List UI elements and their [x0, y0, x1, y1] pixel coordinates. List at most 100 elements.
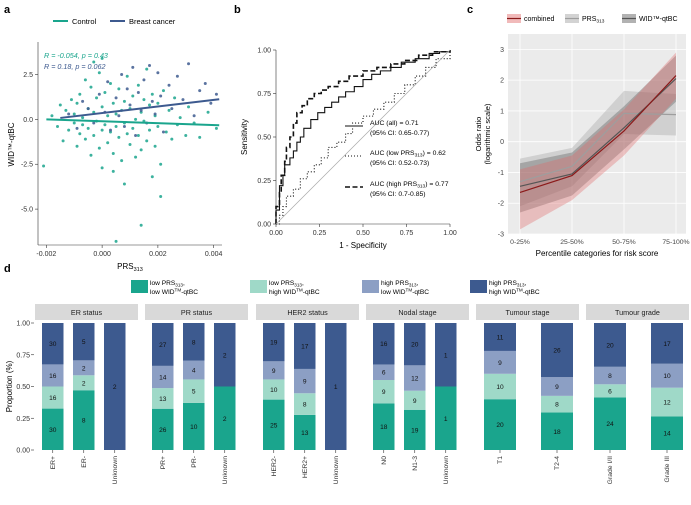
data-point — [106, 114, 110, 118]
y-tick-label: 0 — [500, 139, 504, 146]
scatter-panel-a: Control Breast cancer -5.0 -2.5 0.0 2.5 -0.002… — [7, 17, 222, 273]
segment-label: 14 — [663, 431, 671, 438]
segment-label: 26 — [553, 348, 561, 355]
data-point — [170, 137, 174, 141]
data-point — [108, 128, 112, 132]
segment-label: 4 — [192, 368, 196, 375]
data-point — [100, 128, 104, 132]
data-point — [75, 101, 79, 105]
bar-segment — [152, 388, 174, 409]
data-point — [139, 108, 143, 112]
data-point — [142, 98, 146, 102]
data-point — [131, 65, 135, 69]
x-axis-label: Percentile categories for risk score — [536, 249, 659, 258]
data-point — [170, 107, 174, 111]
bar-segment — [263, 361, 285, 380]
roc-legend-ci: (95% CI: 0.52-0.73) — [370, 160, 429, 167]
x-tick-label: T2-4 — [554, 456, 561, 470]
x-tick-label: 0.75 — [400, 230, 414, 237]
bar-segment — [294, 368, 316, 394]
segment-label: 2 — [223, 416, 227, 423]
y-axis-label: WID™-qtBC — [7, 122, 16, 166]
bar-segment — [651, 387, 683, 417]
data-point — [100, 105, 104, 109]
legend-label-line1: high PRS313, — [381, 280, 419, 288]
data-point — [156, 125, 160, 129]
segment-label: 9 — [413, 398, 417, 405]
data-point — [142, 78, 146, 82]
x-tick-label: T1 — [497, 456, 504, 464]
data-point — [117, 87, 121, 91]
data-point — [89, 153, 93, 157]
legend-control-label: Control — [72, 17, 97, 26]
segment-label: 1 — [444, 352, 448, 359]
segment-label: 11 — [497, 334, 504, 341]
facet-title: HER2 status — [287, 308, 328, 317]
x-tick-label: 50-75% — [612, 239, 635, 246]
facet-title: PR status — [181, 308, 213, 317]
roc-curve-diagonal — [275, 49, 451, 225]
bar-segment — [435, 386, 457, 450]
y-tick-label: 1.00 — [16, 321, 30, 328]
legend-label-line1: low PRS313, — [150, 280, 185, 288]
bar-segment — [42, 386, 64, 409]
data-point — [97, 92, 101, 96]
y-tick-label: 0.75 — [16, 352, 30, 359]
legend-label-line2: low WIDTM-qtBC — [381, 288, 429, 297]
data-point — [83, 78, 87, 82]
roc-legend-auc: AUC (high PRS313) = 0.77 — [370, 181, 449, 190]
bar-segment — [404, 365, 426, 391]
y-axis-label-2: (logarithmic scale) — [483, 103, 492, 164]
data-point — [128, 103, 132, 107]
segment-label: 17 — [663, 341, 671, 348]
data-point — [125, 87, 129, 91]
legend-swatch — [470, 280, 487, 293]
y-tick-label: 0.00 — [16, 448, 30, 455]
segment-label: 17 — [301, 343, 309, 350]
segment-label: 9 — [498, 360, 502, 367]
data-point — [97, 71, 101, 75]
annotation-bc: R = 0.18, p = 0.062 — [44, 62, 106, 71]
data-point — [153, 112, 157, 116]
facet-title: Tumour stage — [505, 308, 549, 317]
x-tick-label: 0.25 — [313, 230, 327, 237]
data-point — [159, 195, 163, 199]
bar-segment — [42, 364, 64, 387]
roc-curve-dashed — [275, 50, 451, 224]
data-point — [134, 134, 138, 138]
data-point — [50, 114, 54, 118]
x-tick-label: 0.50 — [356, 230, 370, 237]
data-point — [148, 128, 152, 132]
segment-label: 12 — [663, 400, 671, 407]
facet-title: Tumour grade — [615, 308, 660, 317]
data-point — [178, 116, 182, 120]
data-point — [81, 123, 85, 127]
data-point — [131, 94, 135, 98]
ci-band — [520, 52, 676, 230]
segment-label: 9 — [382, 389, 386, 396]
panel-letter-c: c — [467, 4, 473, 16]
segment-label: 1 — [334, 384, 338, 391]
segment-label: 12 — [411, 376, 419, 383]
series-line — [519, 75, 677, 194]
roc-legend-auc: AUC (all) = 0.71 — [370, 120, 419, 127]
data-point — [67, 112, 71, 116]
data-point — [61, 139, 65, 143]
roc-legend-auc: AUC (low PRS313) = 0.62 — [370, 150, 446, 159]
data-point — [187, 62, 191, 66]
bar-segment — [404, 323, 426, 366]
legend-label-line2: high WIDTM-qtBC — [489, 288, 540, 297]
x-tick-label: Unknown — [333, 456, 340, 485]
y-tick-label: -1 — [498, 170, 504, 177]
regression-line — [60, 98, 220, 119]
y-tick-label: 1.00 — [257, 48, 271, 55]
bar-segment — [263, 399, 285, 450]
y-tick-label: 1 — [500, 108, 504, 115]
data-point — [78, 92, 82, 96]
data-point — [134, 117, 138, 121]
bar-segment — [183, 323, 205, 361]
legend-swatch — [250, 280, 267, 293]
x-tick-label: 0.00 — [269, 230, 283, 237]
data-point — [131, 126, 135, 130]
